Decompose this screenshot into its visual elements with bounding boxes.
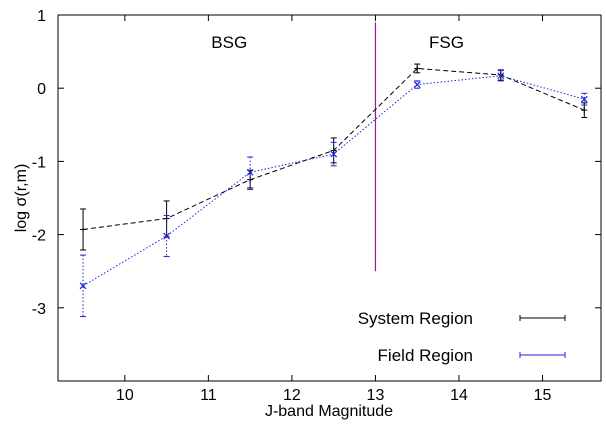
legend-label: Field Region xyxy=(378,346,473,365)
region-annotations: BSG FSG xyxy=(211,33,464,52)
x-marker-b xyxy=(330,150,338,158)
x-marker-b xyxy=(413,81,421,88)
legend-label: System Region xyxy=(358,309,473,328)
data-point xyxy=(414,65,421,72)
x-axis-title: J-band Magnitude xyxy=(265,403,393,420)
y-tick-label: -2 xyxy=(32,228,46,245)
x-tick-label: 13 xyxy=(367,387,385,404)
y-axis-title: log σ(r,m) xyxy=(13,164,30,233)
series-line xyxy=(82,75,585,287)
x-marker-b xyxy=(163,232,171,240)
x-tick-label: 11 xyxy=(200,387,217,404)
x-marker-b xyxy=(497,72,505,80)
y-tick-label: -3 xyxy=(32,301,46,318)
error-bar xyxy=(80,254,87,318)
x-marker-b xyxy=(246,168,254,176)
x-tick-label: 15 xyxy=(534,387,552,404)
data-point xyxy=(581,107,588,114)
x-tick-label: 10 xyxy=(116,387,134,404)
data-point xyxy=(80,226,87,233)
plot-frame xyxy=(57,14,602,382)
region-label: BSG xyxy=(211,33,247,52)
series-layer xyxy=(79,63,588,318)
data-point xyxy=(497,72,505,80)
legend-entry: Field Region xyxy=(378,346,566,365)
legend: System Region Field Region xyxy=(358,309,566,365)
data-point xyxy=(79,282,87,290)
error-bar xyxy=(497,70,504,82)
data-point xyxy=(413,81,421,88)
error-bar xyxy=(581,92,588,106)
axis-ticks xyxy=(58,14,601,381)
x-marker-b xyxy=(79,282,87,290)
data-point xyxy=(163,232,171,240)
data-point xyxy=(580,95,588,103)
x-tick-label: 12 xyxy=(283,387,301,404)
x-marker-b xyxy=(580,95,588,103)
data-point xyxy=(246,168,254,176)
y-tick-label: -1 xyxy=(32,154,46,171)
y-tick-label: 1 xyxy=(37,8,46,25)
y-tick-label: 0 xyxy=(37,81,46,98)
error-bar xyxy=(163,215,170,258)
data-point xyxy=(330,150,338,158)
region-label: FSG xyxy=(429,33,464,52)
x-tick-label: 14 xyxy=(450,387,468,404)
legend-entry: System Region xyxy=(358,309,566,328)
series-field xyxy=(79,70,588,318)
